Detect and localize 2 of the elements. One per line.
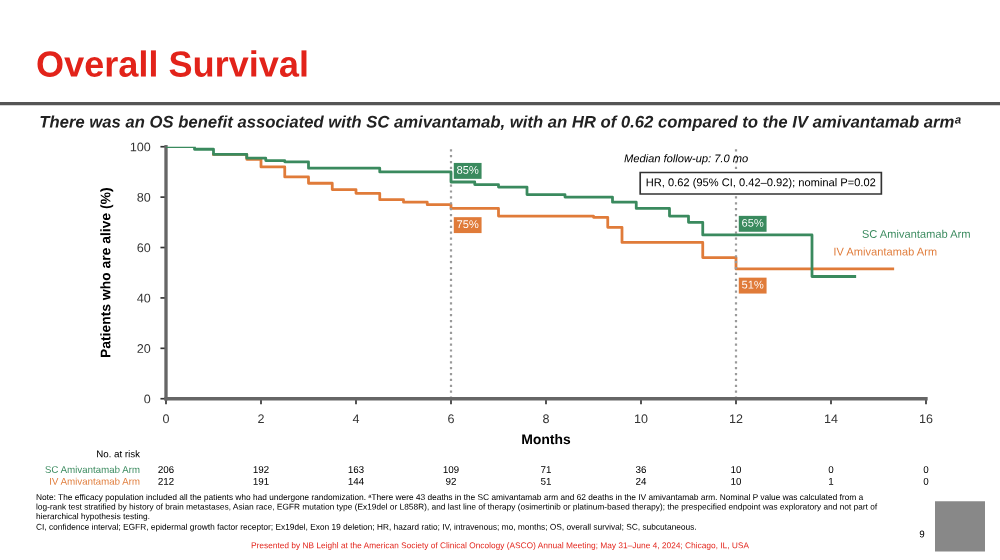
chart-title: Overall Survival (37, 50, 307, 77)
chart-subtitle: There was an OS benefit associated with SC amivantamab, with an HR of 0.62 compared to the IV amivantamab armᵃ (40, 115, 961, 131)
